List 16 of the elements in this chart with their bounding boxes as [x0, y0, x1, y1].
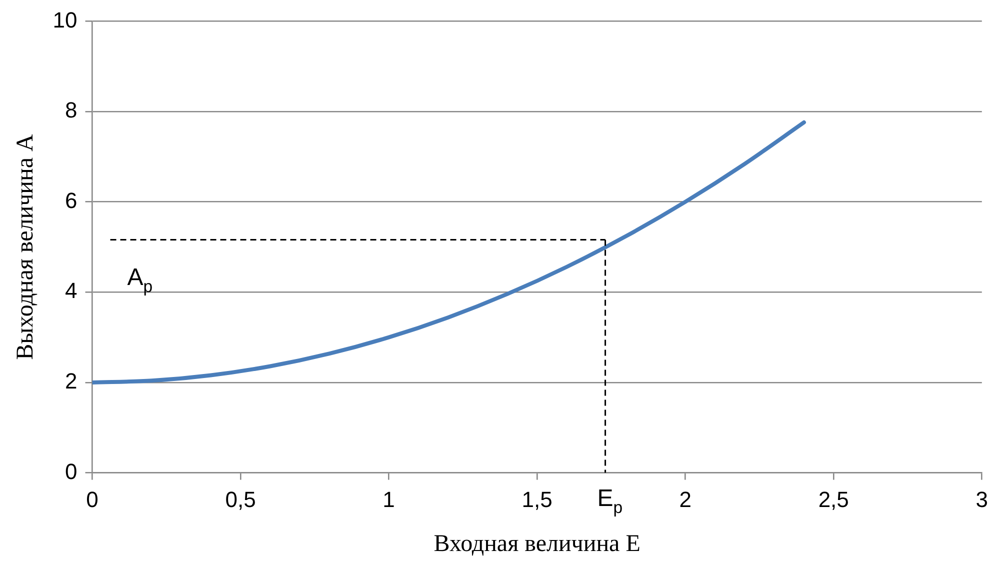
y-tick-label: 10: [52, 7, 78, 32]
line-series: [92, 120, 806, 384]
x-tick-label: 0,5: [225, 487, 256, 512]
x-tick-label: 1: [382, 487, 395, 512]
y-tick-label: 4: [65, 278, 78, 304]
x-tick-label: 3: [976, 487, 988, 512]
x-tick-label: 2,5: [818, 487, 849, 512]
y-tick-label: 0: [65, 458, 78, 484]
y-axis-title: Выходная величина A: [12, 133, 39, 360]
x-tick-label: 1,5: [522, 487, 552, 512]
y-tick-label: 2: [65, 368, 78, 394]
x-axis-title: Входная величина E: [434, 530, 640, 557]
x-tick-label: 2: [679, 487, 692, 512]
y-tick-label: 8: [65, 98, 78, 123]
y-tick-label: 6: [65, 188, 78, 213]
x-tick-label: 0: [86, 487, 98, 512]
